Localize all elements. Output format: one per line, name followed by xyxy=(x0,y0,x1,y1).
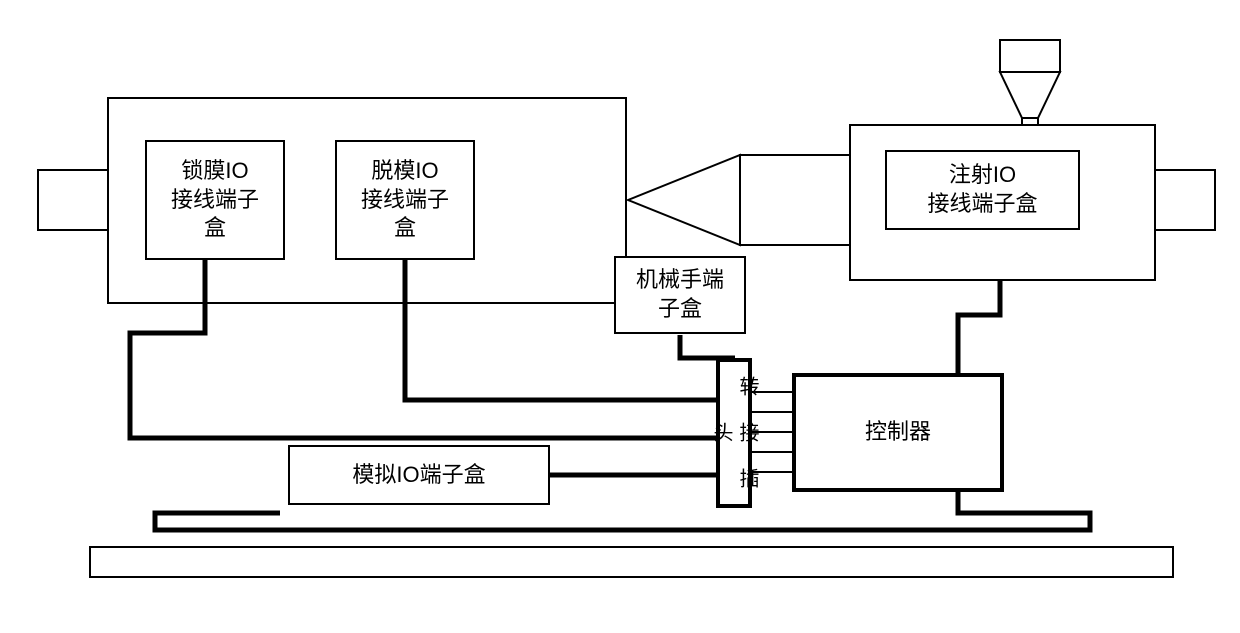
inject-io-box: 注射IO 接线端子盒 xyxy=(885,150,1080,230)
inject-io-label: 注射IO 接线端子盒 xyxy=(927,161,1037,218)
analog-io-box: 模拟IO端子盒 xyxy=(288,445,550,505)
controller-box: 控制器 xyxy=(792,373,1004,492)
demold-io-box: 脱模IO 接线端子 盒 xyxy=(335,140,475,260)
demold-io-label: 脱模IO 接线端子 盒 xyxy=(361,157,449,243)
adapter-label: 转 接 插 头 xyxy=(708,362,760,504)
analog-io-label: 模拟IO端子盒 xyxy=(352,461,485,490)
lock-io-box: 锁膜IO 接线端子 盒 xyxy=(145,140,285,260)
diagram-canvas: 锁膜IO 接线端子 盒 脱模IO 接线端子 盒 注射IO 接线端子盒 机械手端 … xyxy=(0,0,1240,633)
adapter-box: 转 接 插 头 xyxy=(716,358,752,508)
robot-box: 机械手端 子盒 xyxy=(614,256,746,334)
lock-io-label: 锁膜IO 接线端子 盒 xyxy=(171,157,259,243)
robot-box-label: 机械手端 子盒 xyxy=(636,266,724,323)
controller-label: 控制器 xyxy=(865,418,931,447)
